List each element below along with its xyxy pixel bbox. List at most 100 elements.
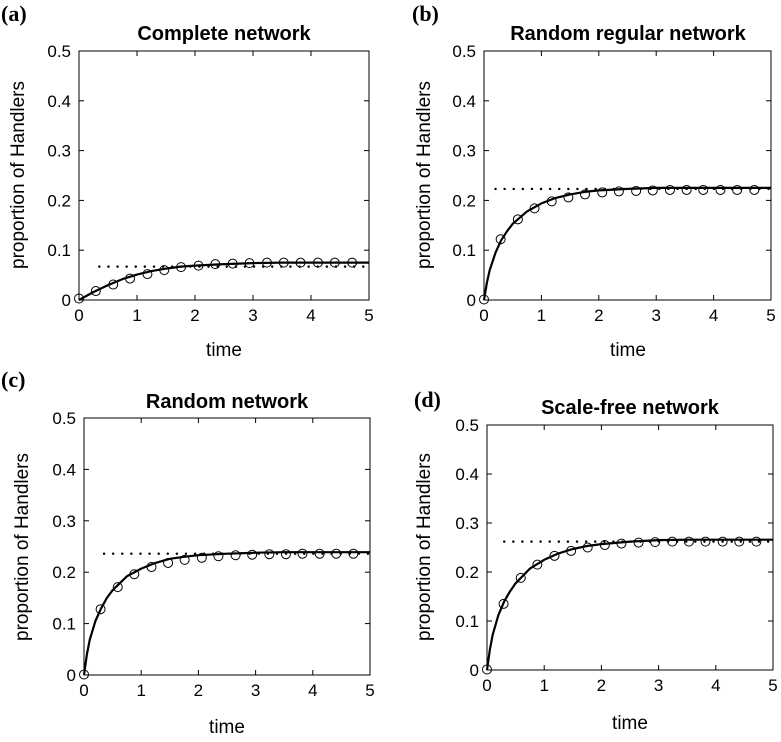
simulation-point — [112, 582, 123, 593]
x-tick-label: 2 — [194, 681, 203, 700]
simulation-point — [495, 234, 506, 245]
simulation-point — [563, 192, 574, 203]
plot-area-frame — [483, 50, 772, 301]
x-tick-label: 3 — [251, 681, 260, 700]
simulation-point — [616, 538, 627, 549]
simulation-point — [549, 550, 560, 561]
x-tick-label: 3 — [248, 306, 257, 325]
simulation-point — [580, 189, 591, 200]
y-tick-label: 0.1 — [452, 241, 476, 260]
simulation-point — [698, 184, 709, 195]
simulation-point — [732, 184, 743, 195]
chart-panel: (a) Complete network 0 1 2 3 4 5 0 0.1 0.2 0.3 0.4 0.… — [1, 1, 374, 361]
simulation-point — [295, 257, 306, 268]
simulation-point — [482, 664, 492, 675]
plot-area-frame — [486, 424, 774, 671]
y-tick-label: 0.5 — [452, 42, 476, 61]
simulation-point — [667, 536, 678, 547]
x-axis-label: time — [206, 340, 242, 361]
y-tick-label: 0.1 — [47, 241, 71, 260]
plot-area-frame — [78, 50, 370, 301]
simulation-point — [717, 536, 728, 547]
x-axis-label: time — [610, 340, 646, 361]
y-tick-label: 0.3 — [452, 142, 476, 161]
simulation-point — [597, 187, 608, 198]
x-tick-label: 4 — [308, 681, 317, 700]
x-tick-label: 2 — [190, 306, 199, 325]
y-tick-label: 0 — [67, 666, 76, 685]
simulation-point — [633, 537, 644, 548]
y-axis-label: proportion of Handlers — [414, 453, 435, 641]
x-tick-label: 0 — [479, 306, 488, 325]
simulation-point — [599, 540, 610, 551]
y-axis-label: proportion of Handlers — [8, 81, 29, 269]
simulation-point — [479, 294, 489, 305]
x-tick-label: 5 — [766, 306, 775, 325]
y-tick-label: 0.4 — [455, 465, 479, 484]
simulation-point — [193, 260, 204, 271]
simulation-point — [312, 257, 323, 268]
x-tick-label: 4 — [709, 306, 718, 325]
y-tick-label: 0.2 — [452, 191, 476, 210]
y-tick-label: 0 — [470, 661, 479, 680]
y-tick-label: 0 — [467, 291, 476, 310]
simulation-point — [142, 269, 153, 280]
simulation-point — [749, 184, 760, 195]
simulation-point — [613, 186, 624, 197]
y-axis-label: proportion of Handlers — [414, 81, 435, 269]
y-tick-label: 0.1 — [455, 612, 479, 631]
simulation-point — [515, 572, 526, 583]
x-tick-label: 3 — [651, 306, 660, 325]
simulation-point — [582, 542, 593, 553]
simulation-point — [264, 549, 275, 560]
x-tick-label: 1 — [136, 681, 145, 700]
simulation-point — [566, 545, 577, 556]
solution-curve — [482, 186, 771, 301]
simulation-point — [314, 548, 325, 559]
plot-area-frame — [83, 417, 371, 676]
x-tick-label: 1 — [132, 306, 141, 325]
simulation-point — [348, 548, 359, 559]
chart-title: Complete network — [137, 23, 311, 45]
simulation-point — [179, 554, 190, 565]
y-tick-label: 0.2 — [52, 563, 76, 582]
simulation-point — [498, 598, 509, 609]
simulation-point — [329, 257, 340, 268]
simulation-point — [532, 559, 543, 570]
x-tick-label: 2 — [597, 676, 606, 695]
simulation-point — [213, 551, 224, 562]
simulation-point — [734, 536, 745, 547]
simulation-point — [700, 536, 711, 547]
simulation-point — [196, 552, 207, 563]
simulation-point — [529, 203, 540, 214]
panel-label: (a) — [1, 1, 27, 26]
solution-curve — [82, 551, 370, 676]
x-tick-label: 1 — [537, 306, 546, 325]
simulation-point — [278, 257, 289, 268]
x-tick-label: 1 — [539, 676, 548, 695]
simulation-point — [95, 604, 106, 615]
y-tick-label: 0.2 — [455, 563, 479, 582]
x-tick-label: 4 — [306, 306, 315, 325]
simulation-point — [664, 184, 675, 195]
simulation-point — [90, 286, 101, 297]
simulation-point — [683, 536, 694, 547]
simulation-point — [129, 569, 140, 580]
chart-panel: (c) Random network 0 1 2 3 4 5 0 0.1 0.2 0.3 0.4 0.5 t… — [1, 367, 375, 738]
solution-curve — [485, 538, 773, 671]
x-tick-label: 0 — [79, 681, 88, 700]
x-tick-label: 5 — [768, 676, 777, 695]
x-axis-label: time — [209, 717, 245, 738]
y-tick-label: 0.3 — [47, 142, 71, 161]
panel-label: (b) — [412, 1, 439, 26]
simulation-point — [210, 259, 221, 270]
y-tick-label: 0.5 — [52, 409, 76, 428]
y-tick-label: 0.3 — [455, 514, 479, 533]
chart-title: Scale-free network — [541, 397, 720, 419]
chart-title: Random network — [146, 391, 309, 413]
x-tick-label: 5 — [364, 306, 373, 325]
simulation-point — [650, 537, 661, 548]
simulation-point — [681, 184, 692, 195]
simulation-point — [280, 549, 291, 560]
